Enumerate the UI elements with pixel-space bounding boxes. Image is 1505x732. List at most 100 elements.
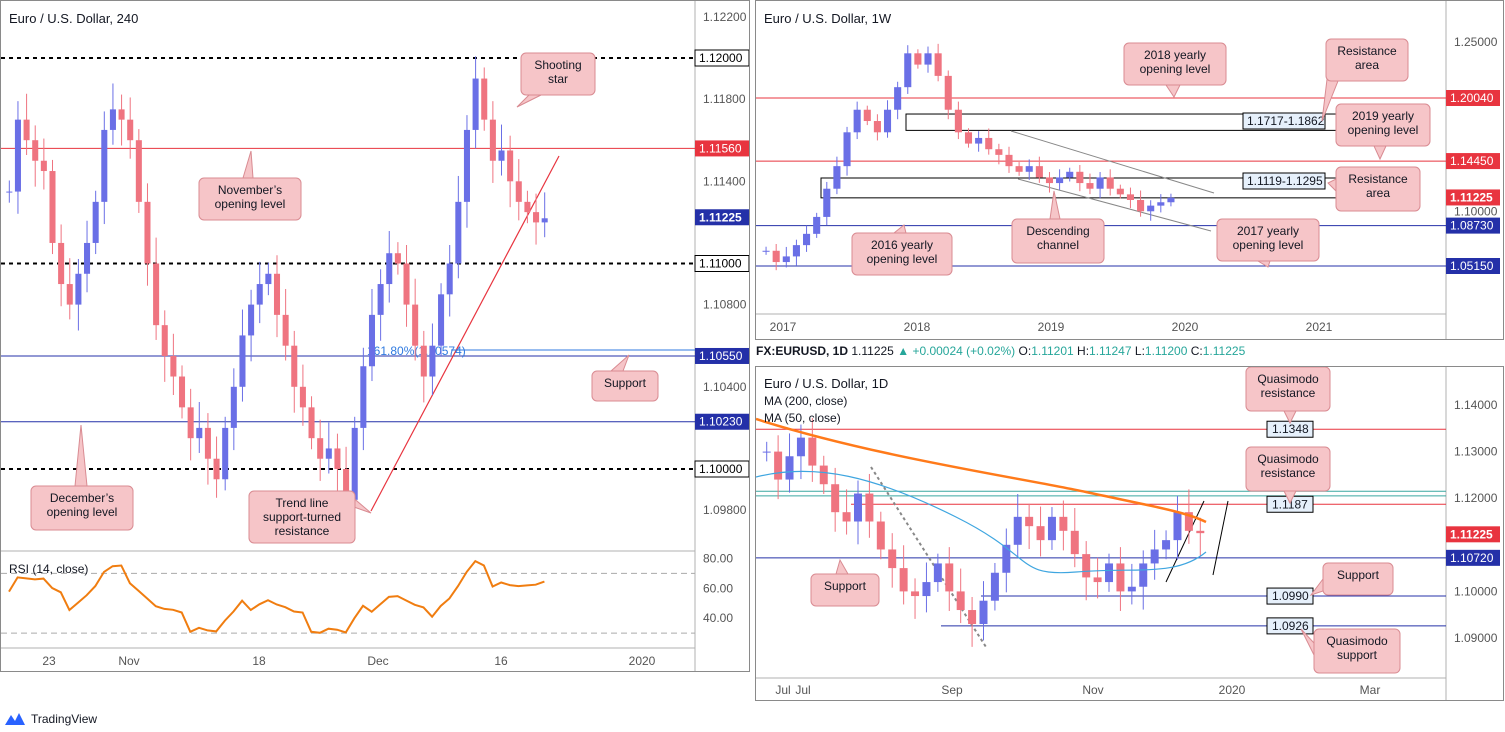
annotation-support-daily-2-pointer: [1309, 577, 1324, 596]
annotation-trendline-text: resistance: [275, 524, 330, 538]
annotation-quasimodo-resistance-1-text: resistance: [1261, 386, 1316, 400]
y-tick-daily: 1.12000: [1454, 491, 1498, 505]
annotation-resistance-area-1-box: [1325, 38, 1409, 82]
candle-240: [118, 109, 125, 120]
price-label-daily: 1.10720: [1450, 551, 1494, 565]
price-label-240-tag: [695, 413, 749, 430]
annotation-december-opening-pointer: [74, 424, 88, 487]
candle-weekly: [1157, 202, 1165, 206]
x-tick-240: Dec: [367, 654, 388, 668]
inline-price-label: 1.0990: [1272, 589, 1309, 603]
x-tick-240: 23: [42, 654, 56, 668]
candle-240: [481, 78, 488, 120]
annotation-2017-opening-text: opening level: [1233, 238, 1304, 252]
annotation-resistance-area-2-box: [1335, 166, 1421, 212]
rsi-tick: 40.00: [703, 611, 733, 625]
annotation-2019-opening-text: opening level: [1348, 123, 1419, 137]
annotation-december-opening-text: opening level: [47, 505, 118, 519]
low-value: 1.11200: [1144, 344, 1188, 358]
candle-daily: [819, 465, 828, 485]
chart-panel-240[interactable]: 161.80%(1.10574) 1.12200 1.11800 1.11400 1.…: [0, 0, 750, 672]
candle-daily: [956, 591, 965, 611]
candle-weekly: [762, 250, 770, 252]
brand-name: TradingView: [31, 712, 98, 726]
zone-label-box: [1242, 172, 1326, 190]
annotation-shooting-star-box: [520, 52, 596, 96]
candle-240: [109, 109, 116, 130]
candle-daily: [1150, 549, 1159, 564]
annotation-support-240: Support: [591, 354, 659, 402]
chart-title-1w: Euro / U.S. Dollar, 1W: [764, 11, 892, 26]
candle-daily: [1059, 516, 1068, 531]
annotation-shooting-star-text: Shooting: [534, 58, 581, 72]
candle-weekly: [792, 245, 800, 257]
candle-weekly: [803, 233, 811, 246]
annotation-resistance-area-2-text: Resistance: [1348, 172, 1408, 186]
candle-weekly: [934, 53, 942, 76]
price-label-weekly-tag: [1446, 217, 1500, 234]
annotation-shooting-star-pointer: [516, 94, 542, 108]
candle-weekly: [1015, 166, 1023, 172]
candle-daily: [1082, 554, 1091, 578]
y-tick-daily: 1.13000: [1454, 445, 1498, 459]
tradingview-brand[interactable]: TradingView: [4, 709, 97, 729]
candle-daily: [1070, 530, 1079, 555]
candle-240: [368, 314, 376, 367]
y-tick-240: 1.10400: [703, 380, 747, 394]
candle-240: [135, 140, 142, 202]
y-tick-240: 1.11800: [703, 92, 746, 106]
candle-240: [204, 427, 211, 459]
candle-weekly: [873, 121, 881, 133]
price-label-weekly-tag: [1446, 90, 1500, 106]
candle-240: [429, 345, 436, 377]
candle-daily: [1105, 563, 1114, 583]
candle-weekly: [995, 149, 1003, 155]
candle-daily: [968, 610, 977, 625]
channel-lower: [1017, 178, 1212, 232]
candle-daily: [1139, 563, 1148, 587]
candle-weekly: [1116, 188, 1124, 195]
x-tick-240: 18: [252, 654, 266, 668]
x-tick-daily: Mar: [1360, 683, 1381, 697]
candle-240: [317, 438, 324, 459]
annotation-resistance-area-1-text: Resistance: [1337, 44, 1397, 58]
chart-panel-1d[interactable]: 1.1348 1.1187 1.0990 1.0926 1.14000 1.13000 1…: [755, 366, 1504, 701]
annotation-descending-channel-box: [1011, 218, 1105, 264]
candle-240: [541, 218, 548, 223]
y-tick-daily: 1.14000: [1454, 398, 1498, 412]
symbol-label: FX:EURUSD, 1D: [756, 344, 849, 358]
price-label-weekly: 1.20040: [1450, 91, 1494, 105]
annotation-resistance-area-2-pointer: [1327, 178, 1337, 193]
candle-weekly: [883, 109, 892, 133]
annotation-quasimodo-support-text: Quasimodo: [1326, 634, 1388, 648]
annotation-2017-opening-text: 2017 yearly: [1237, 224, 1299, 238]
annotation-2017-opening-box: [1216, 218, 1320, 262]
annotation-descending-channel-text: channel: [1037, 238, 1079, 252]
candle-240: [101, 129, 108, 202]
candle-weekly: [1066, 171, 1074, 178]
candle-240: [6, 191, 13, 193]
open-label: O:: [1018, 344, 1032, 358]
candle-240: [515, 181, 522, 202]
candle-240: [14, 119, 21, 192]
symbol-summary-bar: FX:EURUSD, 1D 1.11225 ▲ +0.00024 (+0.02%…: [756, 344, 1504, 361]
candle-240: [32, 140, 39, 161]
chart-panel-1w[interactable]: 1.1717-1.1862 1.1119-1.1295 1.25000 1.1000…: [755, 0, 1504, 340]
chart-svg-1d: 1.1348 1.1187 1.0990 1.0926 1.14000 1.13000 1…: [756, 367, 1500, 700]
x-tick-240: 16: [494, 654, 508, 668]
candle-weekly: [985, 137, 993, 150]
annotation-2016-opening-pointer: [892, 224, 907, 234]
candle-daily: [888, 549, 897, 569]
candle-daily: [853, 493, 862, 522]
annotation-2016-opening-text: 2016 yearly: [871, 238, 933, 252]
candle-240: [351, 427, 358, 500]
candle-weekly: [813, 216, 821, 234]
high-value: 1.11247: [1089, 344, 1132, 358]
candle-240: [230, 386, 237, 428]
annotation-2016-opening-box: [851, 232, 953, 276]
